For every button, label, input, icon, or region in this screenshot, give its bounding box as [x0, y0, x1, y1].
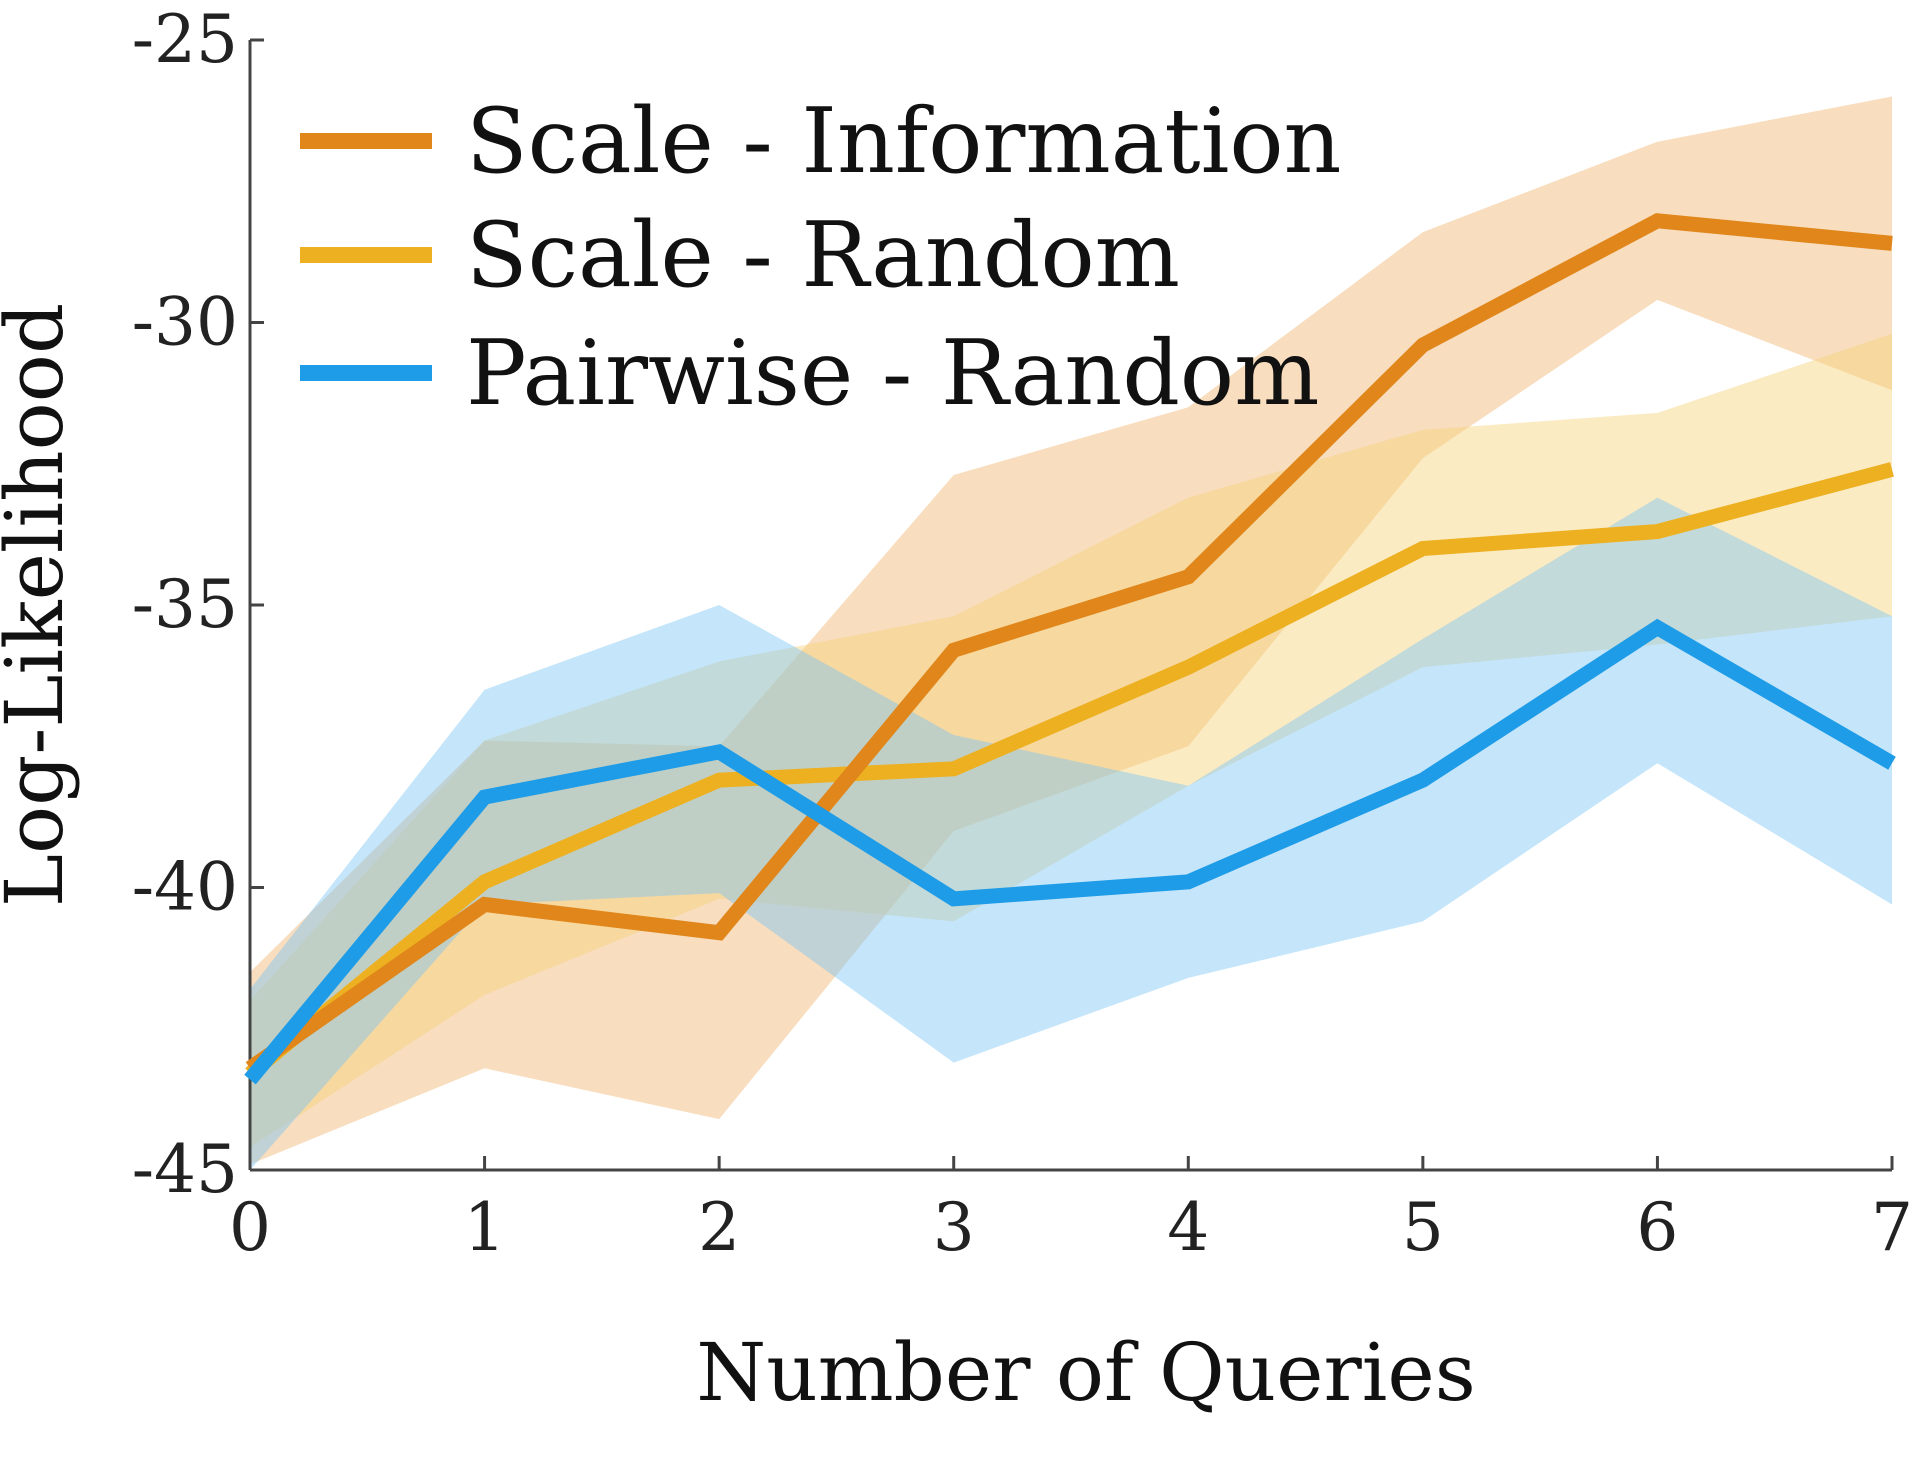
y-tick-label: -25	[132, 1, 238, 78]
x-tick-label: 2	[698, 1189, 740, 1266]
confidence-band-2	[250, 497, 1892, 1170]
x-tick-label: 3	[933, 1189, 975, 1266]
x-tick-label: 1	[464, 1189, 506, 1266]
x-tick-label: 4	[1167, 1189, 1209, 1266]
series-line-1	[245, 462, 1894, 1080]
series-lines	[244, 213, 1896, 1085]
x-tick-label: 6	[1636, 1189, 1678, 1266]
y-tick-label: -30	[132, 284, 238, 361]
series-line-0	[245, 213, 1893, 1075]
legend-label-pairwise-random: Pairwise - Random	[466, 321, 1319, 426]
y-axis-title: Log-Likelihood	[0, 303, 81, 907]
x-tick-label: 7	[1871, 1189, 1913, 1266]
legend: Scale - Information Scale - Random Pairw…	[300, 89, 1342, 426]
legend-label-scale-random: Scale - Random	[466, 203, 1180, 308]
y-tick-label: -35	[132, 566, 238, 643]
y-tick-label: -40	[132, 849, 238, 926]
confidence-band-0	[250, 96, 1892, 1165]
axis-ticks: -25 -30 -35 -40 -450 1 2 3 4 5 6 7	[132, 1, 1913, 1266]
x-tick-label: 5	[1402, 1189, 1444, 1266]
legend-label-scale-information: Scale - Information	[466, 89, 1342, 194]
x-tick-label: 0	[229, 1189, 271, 1266]
series-line-2	[244, 618, 1896, 1085]
y-tick-label: -45	[132, 1131, 238, 1208]
x-axis-title: Number of Queries	[696, 1326, 1476, 1419]
